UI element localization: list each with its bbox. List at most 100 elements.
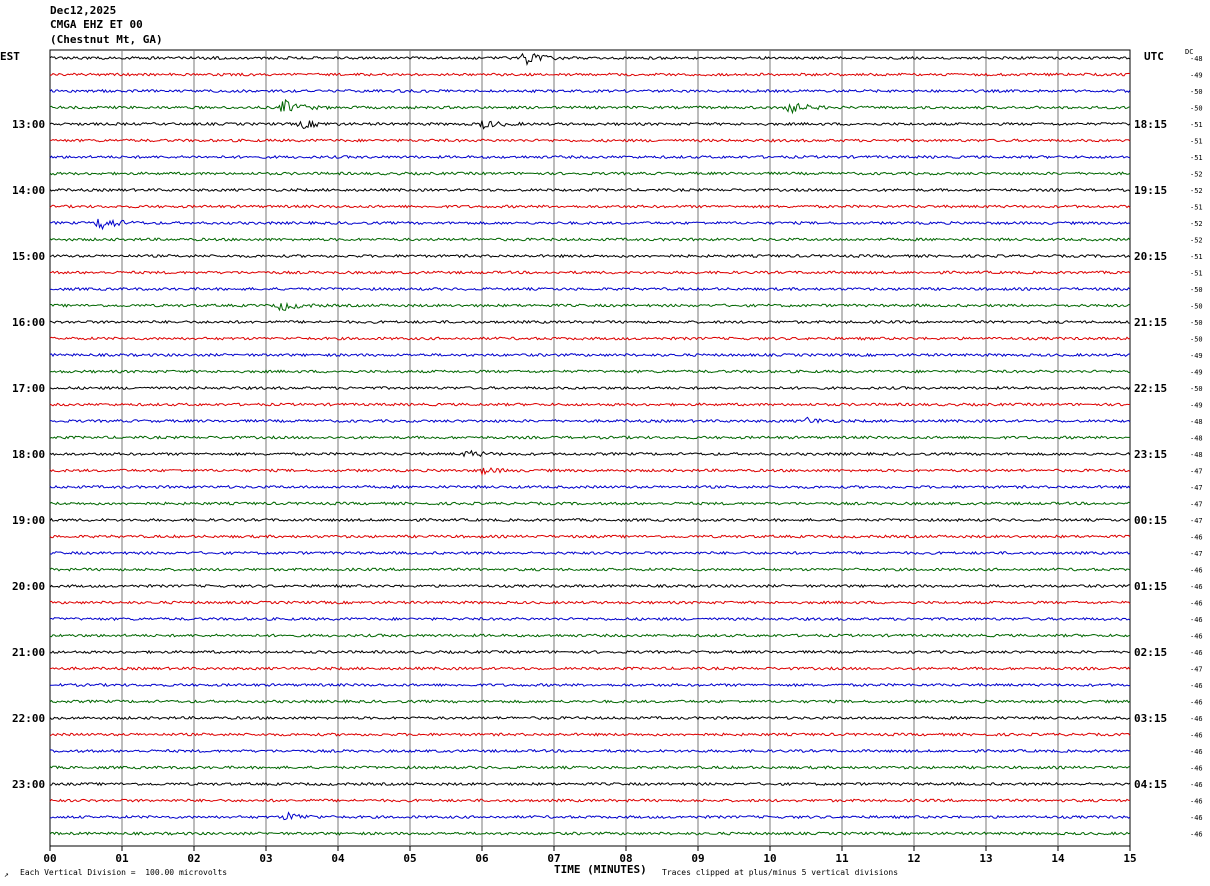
trace-line [49,369,1131,374]
trace-line [49,649,1131,655]
dc-offset-label: -49 [1190,72,1203,80]
trace-line [49,765,1131,770]
trace-line [49,385,1131,391]
x-tick-label: 05 [403,852,416,865]
trace-line [49,154,1131,160]
dc-offset-label: -49 [1190,402,1203,410]
dc-offset-label: -51 [1190,154,1203,162]
dc-offset-label: -46 [1190,649,1203,657]
x-tick-label: 06 [475,852,489,865]
right-hour-label: 19:15 [1134,184,1167,197]
dc-offset-label: -52 [1190,220,1203,228]
dc-offset-label: -47 [1190,666,1203,674]
x-tick-label: 12 [907,852,920,865]
trace-line [49,270,1131,275]
dc-offset-label: -46 [1190,682,1203,690]
left-hour-label: 18:00 [12,448,45,461]
left-hour-label: 22:00 [12,712,45,725]
x-tick-label: 10 [763,852,776,865]
dc-offset-label: -47 [1190,550,1203,558]
trace-line [49,682,1131,688]
trace-line [49,781,1131,787]
x-tick-label: 08 [619,852,632,865]
x-tick-label: 04 [331,852,345,865]
trace-line [49,352,1131,358]
right-hour-label: 04:15 [1134,778,1167,791]
dc-offset-label: -48 [1190,451,1203,459]
trace-line [49,501,1131,506]
header-station: CMGA EHZ ET 00 [50,18,143,31]
trace-line [49,402,1131,407]
x-tick-label: 11 [835,852,849,865]
dc-offset-label: -49 [1190,369,1203,377]
footer-corner-mark: ↗ [4,870,9,879]
trace-line [49,633,1131,638]
dc-offset-label: -48 [1190,418,1203,426]
right-hour-label: 21:15 [1134,316,1167,329]
dc-offset-label: -49 [1190,352,1203,360]
dc-offset-label: -46 [1190,583,1203,591]
trace-line [49,98,1131,115]
left-hour-label: 17:00 [12,382,45,395]
dc-offset-label: -46 [1190,765,1203,773]
dc-offset-label: -46 [1190,567,1203,575]
left-hour-label: 16:00 [12,316,45,329]
dc-offset-label: -48 [1190,435,1203,443]
trace-line [49,416,1131,424]
trace-line [49,583,1131,589]
dc-offset-label: -47 [1190,501,1203,509]
dc-offset-label: -52 [1190,171,1203,179]
trace-line [50,218,1131,231]
trace-line [49,435,1131,440]
trace-line [49,517,1131,523]
dc-offset-label: -52 [1190,187,1203,195]
dc-offset-label: -50 [1190,385,1203,393]
trace-line [49,88,1131,94]
dc-offset-label: -46 [1190,732,1203,740]
left-hour-label: 21:00 [12,646,45,659]
trace-line [49,715,1131,721]
right-hour-label: 01:15 [1134,580,1167,593]
trace-line [49,286,1131,292]
trace-line [49,616,1131,622]
left-hour-label: 20:00 [12,580,45,593]
x-tick-label: 13 [979,852,992,865]
trace-line [49,237,1131,242]
trace-line [49,732,1131,737]
right-hour-label: 02:15 [1134,646,1167,659]
trace-line [49,567,1131,572]
trace-line [49,204,1131,209]
dc-offset-label: -46 [1190,798,1203,806]
trace-line [49,187,1131,193]
left-timezone-label: EST [0,50,20,63]
x-tick-label: 15 [1123,852,1136,865]
trace-line [49,449,1131,458]
trace-line [49,467,1131,477]
trace-line [49,253,1131,259]
dc-offset-label: -50 [1190,303,1203,311]
dc-offset-label: -46 [1190,814,1203,822]
x-tick-label: 00 [43,852,56,865]
trace-line [49,484,1131,490]
dc-offset-label: -51 [1190,121,1203,129]
trace-line [49,748,1131,754]
dc-label: DC [1185,48,1194,56]
trace-line [49,534,1131,539]
trace-line [49,171,1131,176]
right-hour-label: 03:15 [1134,712,1167,725]
dc-offset-label: -50 [1190,88,1203,96]
x-tick-label: 09 [691,852,704,865]
right-timezone-label: UTC [1144,50,1164,63]
trace-line [49,831,1131,836]
x-tick-label: 14 [1051,852,1065,865]
right-hour-label: 22:15 [1134,382,1167,395]
dc-offset-label: -46 [1190,748,1203,756]
scale-note: Each Vertical Division = 100.00 microvol… [20,868,228,877]
plot-frame [49,49,1131,847]
dc-offset-label: -50 [1190,286,1203,294]
trace-line [49,600,1131,605]
trace-line [49,119,1131,130]
trace-line [49,666,1131,671]
dc-offset-label: -47 [1190,484,1203,492]
